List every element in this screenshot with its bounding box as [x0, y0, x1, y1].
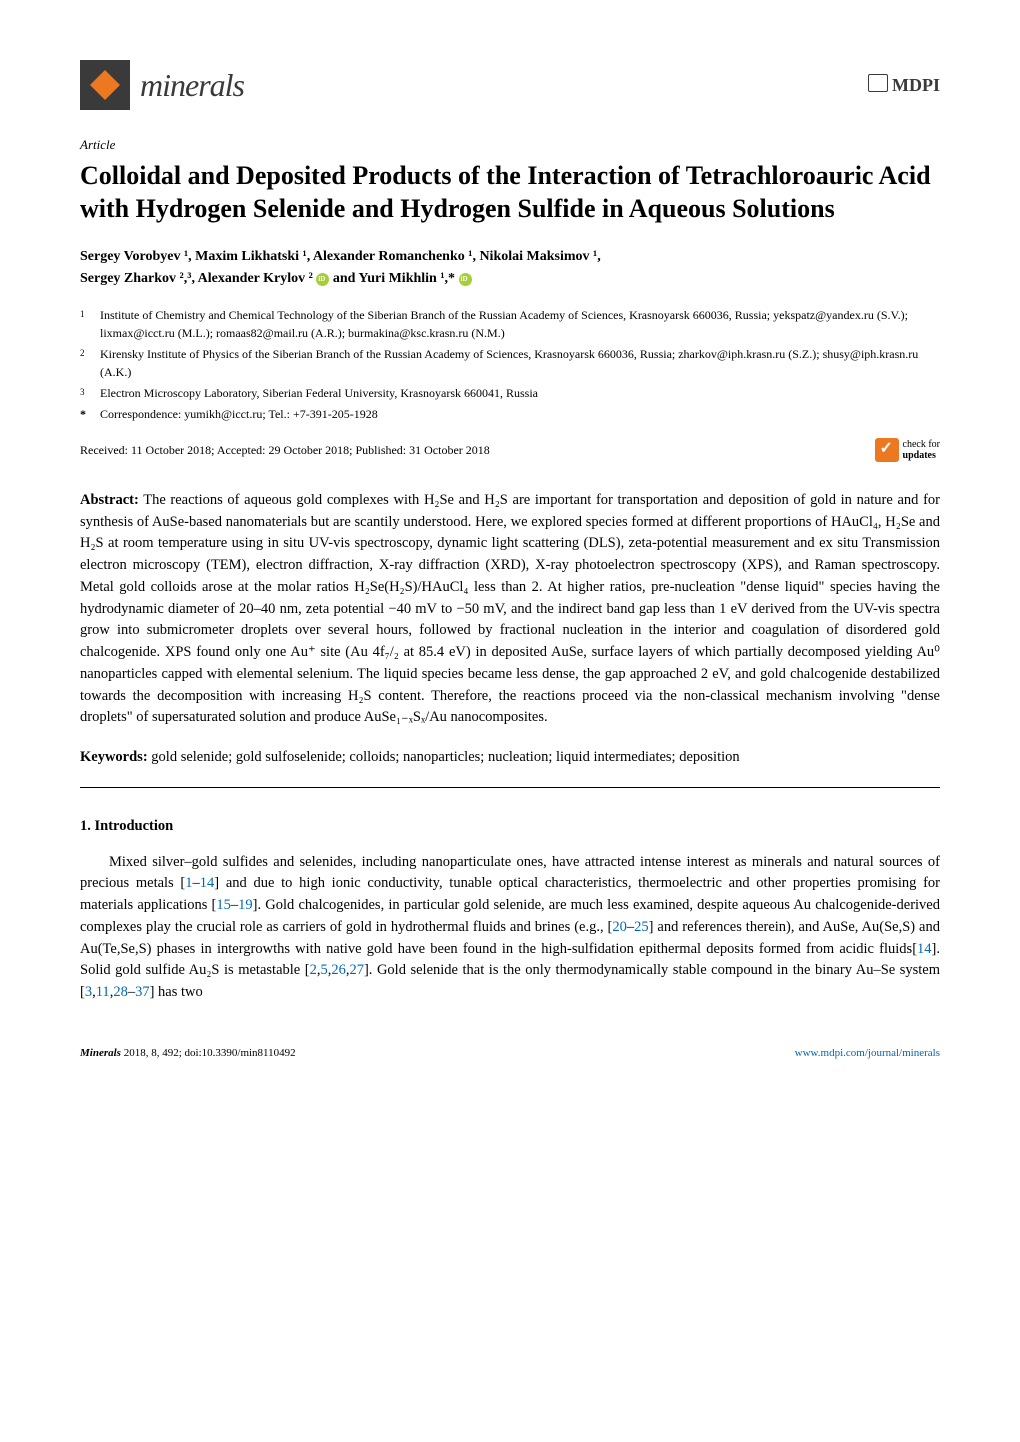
orcid-icon[interactable] — [459, 273, 472, 286]
footer-citation-rest: 2018, 8, 492; doi:10.3390/min8110492 — [121, 1047, 296, 1059]
publication-dates: Received: 11 October 2018; Accepted: 29 … — [80, 441, 490, 459]
article-title: Colloidal and Deposited Products of the … — [80, 159, 940, 227]
section-heading: 1. Introduction — [80, 816, 940, 838]
authors-block: Sergey Vorobyev ¹, Maxim Likhatski ¹, Al… — [80, 246, 940, 291]
journal-url-link[interactable]: www.mdpi.com/journal/minerals — [795, 1047, 940, 1059]
authors-line-1: Sergey Vorobyev ¹, Maxim Likhatski ¹, Al… — [80, 249, 601, 264]
reference-link[interactable]: 1 — [185, 875, 192, 891]
reference-link[interactable]: 37 — [135, 984, 150, 1000]
footer-citation: Minerals 2018, 8, 492; doi:10.3390/min81… — [80, 1045, 296, 1062]
keywords-label: Keywords: — [80, 749, 148, 765]
footer-url: www.mdpi.com/journal/minerals — [795, 1045, 940, 1062]
reference-link[interactable]: 3 — [85, 984, 92, 1000]
reference-link[interactable]: 25 — [634, 919, 649, 935]
updates-label-line1: check for — [903, 439, 940, 450]
reference-link[interactable]: 14 — [917, 941, 932, 957]
abstract-label: Abstract: — [80, 492, 139, 508]
affiliation-number: 3 — [80, 384, 100, 402]
reference-link[interactable]: 2 — [310, 962, 317, 978]
reference-link[interactable]: 5 — [320, 962, 327, 978]
intro-paragraph: Mixed silver–gold sulfides and selenides… — [80, 852, 940, 1004]
journal-name: minerals — [140, 61, 244, 109]
reference-link[interactable]: 27 — [349, 962, 364, 978]
keywords-text: gold selenide; gold sulfoselenide; collo… — [148, 749, 740, 765]
check-updates-label: check for updates — [903, 439, 940, 461]
reference-link[interactable]: 11 — [96, 984, 110, 1000]
article-type: Article — [80, 135, 940, 155]
keywords-block: Keywords: gold selenide; gold sulfoselen… — [80, 747, 940, 769]
affiliations-block: 1 Institute of Chemistry and Chemical Te… — [80, 306, 940, 423]
dates-row: Received: 11 October 2018; Accepted: 29 … — [80, 438, 940, 470]
mdpi-logo: MDPI — [868, 72, 940, 99]
correspondence-mark: * — [80, 405, 100, 423]
reference-link[interactable]: 15 — [216, 897, 231, 913]
reference-link[interactable]: 19 — [238, 897, 253, 913]
correspondence-row: * Correspondence: yumikh@icct.ru; Tel.: … — [80, 405, 940, 423]
abstract-block: Abstract: The reactions of aqueous gold … — [80, 490, 940, 729]
authors-line-2b: and Yuri Mikhlin ¹,* — [329, 271, 458, 286]
updates-label-line2: updates — [903, 450, 936, 461]
affiliation-text: Institute of Chemistry and Chemical Tech… — [100, 306, 940, 342]
affiliation-row: 1 Institute of Chemistry and Chemical Te… — [80, 306, 940, 342]
affiliation-row: 3 Electron Microscopy Laboratory, Siberi… — [80, 384, 940, 402]
affiliation-text: Electron Microscopy Laboratory, Siberian… — [100, 384, 940, 402]
page-footer: Minerals 2018, 8, 492; doi:10.3390/min81… — [80, 1039, 940, 1062]
abstract-text: The reactions of aqueous gold complexes … — [80, 492, 940, 726]
intro-text: ] has two — [150, 984, 203, 1000]
reference-link[interactable]: 14 — [200, 875, 215, 891]
check-updates-badge[interactable]: check for updates — [875, 438, 940, 462]
authors-line-2a: Sergey Zharkov ²,³, Alexander Krylov ² — [80, 271, 316, 286]
divider — [80, 787, 940, 788]
header: minerals MDPI — [80, 60, 940, 110]
affiliation-number: 2 — [80, 345, 100, 381]
journal-logo-section: minerals — [80, 60, 244, 110]
check-updates-icon — [875, 438, 899, 462]
correspondence-text: Correspondence: yumikh@icct.ru; Tel.: +7… — [100, 405, 940, 423]
affiliation-number: 1 — [80, 306, 100, 342]
reference-link[interactable]: 26 — [331, 962, 346, 978]
minerals-logo-icon — [80, 60, 130, 110]
affiliation-text: Kirensky Institute of Physics of the Sib… — [100, 345, 940, 381]
orcid-icon[interactable] — [316, 273, 329, 286]
reference-link[interactable]: 20 — [612, 919, 627, 935]
affiliation-row: 2 Kirensky Institute of Physics of the S… — [80, 345, 940, 381]
reference-link[interactable]: 28 — [113, 984, 128, 1000]
